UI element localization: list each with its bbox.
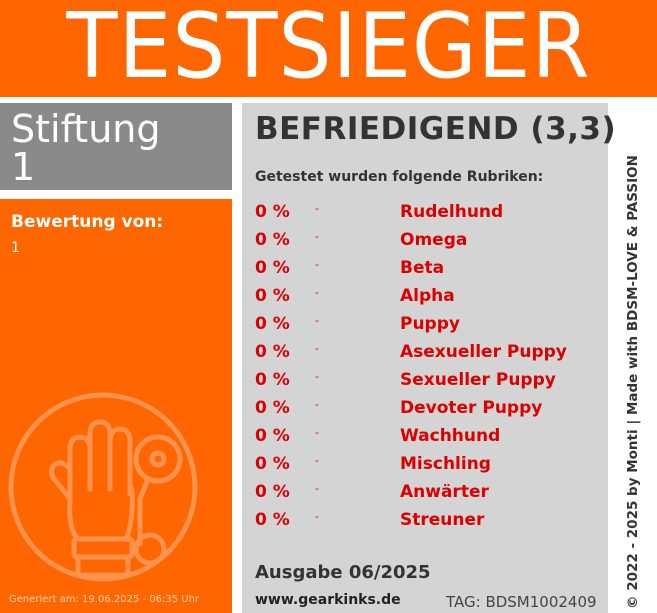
stiftung-line-1: Stiftung: [11, 107, 161, 151]
rubrik-dash: -: [315, 258, 319, 271]
website-text: www.gearkinks.de: [255, 592, 401, 608]
rubrik-percent: 0 %: [255, 342, 290, 362]
list-item: 0 % - Sexueller Puppy: [242, 367, 608, 395]
rubrik-name: Wachhund: [400, 426, 501, 446]
glove-handcuff-logo-icon: [8, 392, 198, 582]
list-item: 0 % - Asexueller Puppy: [242, 339, 608, 367]
rubrik-dash: -: [315, 342, 319, 355]
rubrik-dash: -: [315, 454, 319, 467]
rubrik-dash: -: [315, 202, 319, 215]
rubriken-intro: Getestet wurden folgende Rubriken:: [255, 169, 544, 185]
results-panel: BEFRIEDIGEND (3,3) Getestet wurden folge…: [242, 103, 616, 613]
bewertung-value: 1: [11, 240, 20, 256]
rubrik-dash: -: [315, 230, 319, 243]
ausgabe-label: Ausgabe 06/2025: [255, 562, 431, 583]
stiftung-line-2: 1: [11, 145, 36, 189]
list-item: 0 % - Puppy: [242, 311, 608, 339]
rubrik-dash: -: [315, 286, 319, 299]
rubrik-name: Omega: [400, 230, 468, 250]
rubrik-percent: 0 %: [255, 230, 290, 250]
list-item: 0 % - Alpha: [242, 283, 608, 311]
rubrik-percent: 0 %: [255, 314, 290, 334]
list-item: 0 % - Devoter Puppy: [242, 395, 608, 423]
rubrik-name: Asexueller Puppy: [400, 342, 567, 362]
list-item: 0 % - Omega: [242, 227, 608, 255]
bewertung-box: Bewertung von: 1 Generiert am: 19.06.202…: [0, 199, 232, 613]
rubrik-name: Beta: [400, 258, 445, 278]
rubrik-dash: -: [315, 370, 319, 383]
tag-id: TAG: BDSM1002409: [446, 593, 597, 611]
list-item: 0 % - Wachhund: [242, 423, 608, 451]
rubrik-list: 0 % - Rudelhund 0 % - Omega 0 % - Beta 0…: [242, 199, 608, 535]
rubrik-name: Puppy: [400, 314, 460, 334]
banner-title: TESTSIEGER: [66, 0, 591, 99]
list-item: 0 % - Beta: [242, 255, 608, 283]
list-item: 0 % - Mischling: [242, 451, 608, 479]
rubrik-name: Devoter Puppy: [400, 398, 543, 418]
rubrik-name: Mischling: [400, 454, 491, 474]
rubrik-percent: 0 %: [255, 482, 290, 502]
rubrik-name: Alpha: [400, 286, 455, 306]
list-item: 0 % - Streuner: [242, 507, 608, 535]
testsieger-banner: TESTSIEGER: [0, 0, 657, 99]
rubrik-percent: 0 %: [255, 258, 290, 278]
stiftung-box: Stiftung 1: [0, 103, 233, 190]
bewertung-label: Bewertung von:: [11, 212, 164, 232]
rubrik-dash: -: [315, 510, 319, 523]
rubrik-percent: 0 %: [255, 370, 290, 390]
rubrik-name: Anwärter: [400, 482, 489, 502]
rubrik-dash: -: [315, 426, 319, 439]
rubrik-percent: 0 %: [255, 286, 290, 306]
list-item: 0 % - Anwärter: [242, 479, 608, 507]
list-item: 0 % - Rudelhund: [242, 199, 608, 227]
rubrik-percent: 0 %: [255, 398, 290, 418]
rubrik-dash: -: [315, 398, 319, 411]
rating-title: BEFRIEDIGEND (3,3): [255, 111, 617, 147]
generated-timestamp: Generiert am: 19.06.2025 - 06:35 Uhr: [9, 594, 200, 605]
rubrik-dash: -: [315, 314, 319, 327]
copyright-vertical-text: © 2022 - 2025 by Monti | Made with BDSM-…: [625, 155, 641, 609]
rubrik-name: Rudelhund: [400, 202, 504, 222]
rubrik-name: Sexueller Puppy: [400, 370, 556, 390]
rubrik-dash: -: [315, 482, 319, 495]
rubrik-percent: 0 %: [255, 510, 290, 530]
rubrik-percent: 0 %: [255, 202, 290, 222]
rubrik-percent: 0 %: [255, 454, 290, 474]
rubrik-percent: 0 %: [255, 426, 290, 446]
rubrik-name: Streuner: [400, 510, 485, 530]
